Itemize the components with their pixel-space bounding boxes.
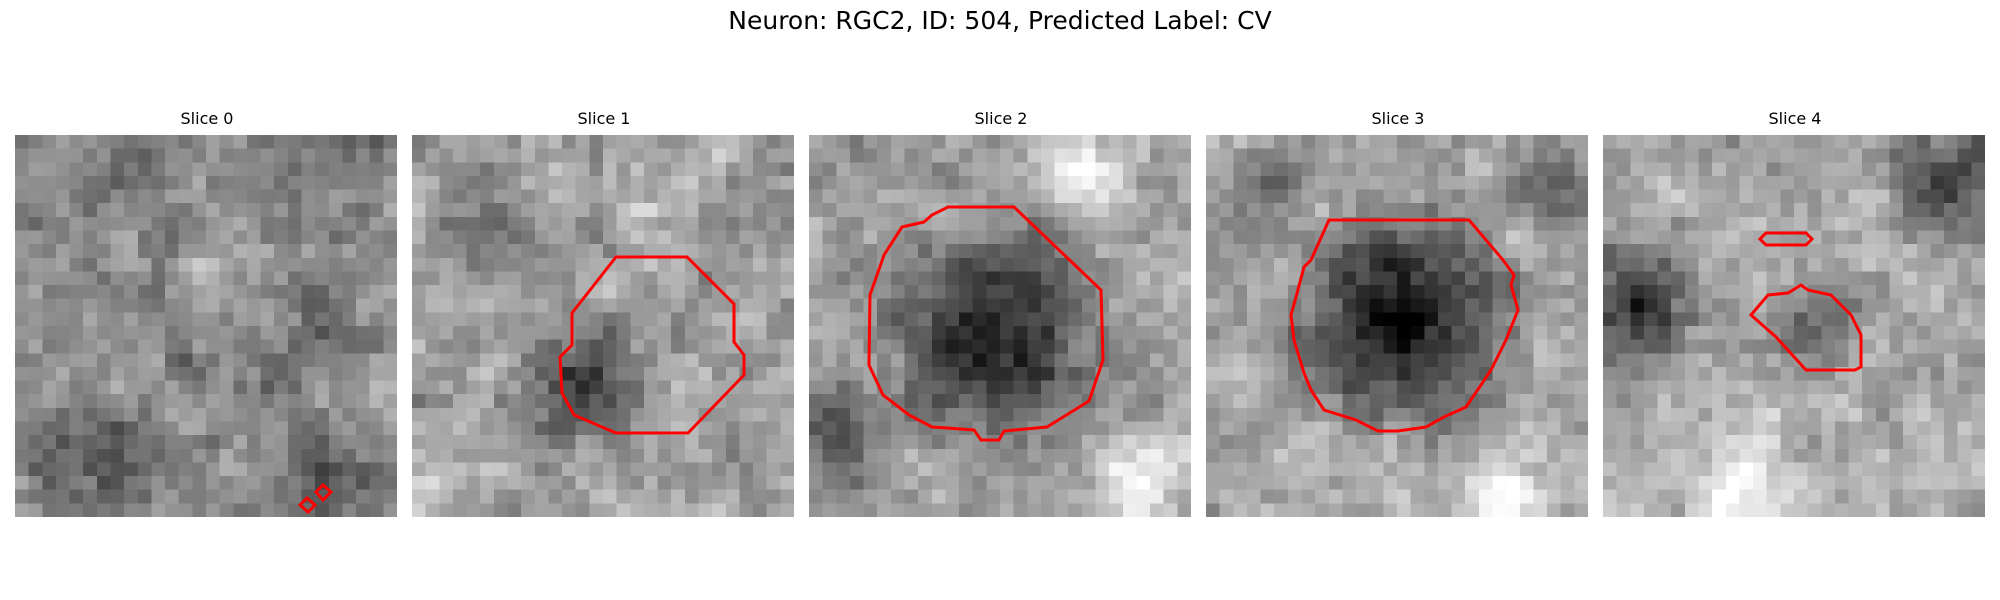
slice-image-frame <box>1206 135 1588 517</box>
microscopy-slice-image <box>1206 135 1588 517</box>
microscopy-slice-image <box>412 135 794 517</box>
segmentation-contour <box>1757 231 1815 247</box>
slice-image-frame <box>809 135 1191 517</box>
slice-image-frame <box>1603 135 1985 517</box>
slice-image-frame <box>15 135 397 517</box>
segmentation-contour-overlay <box>297 482 334 515</box>
slice-title: Slice 2 <box>974 109 1028 128</box>
segmentation-contour-overlay <box>867 205 1105 442</box>
slice-title: Slice 4 <box>1768 109 1822 128</box>
microscopy-slice-image <box>15 135 397 517</box>
slice-panel-0: Slice 0 <box>15 108 399 517</box>
segmentation-contour <box>297 495 318 515</box>
segmentation-contour <box>1748 283 1863 372</box>
segmentation-contour <box>313 482 334 503</box>
slice-image-frame <box>412 135 794 517</box>
slice-panel-3: Slice 3 <box>1206 108 1590 517</box>
slice-panel-1: Slice 1 <box>412 108 796 517</box>
slice-title: Slice 3 <box>1371 109 1425 128</box>
slice-title: Slice 1 <box>577 109 631 128</box>
slice-panel-4: Slice 4 <box>1603 108 1987 517</box>
segmentation-contour-overlay <box>1748 231 1863 372</box>
segmentation-contour <box>1289 218 1520 433</box>
microscopy-slice-image <box>1603 135 1985 517</box>
slice-panel-2: Slice 2 <box>809 108 1193 517</box>
segmentation-contour-overlay <box>1289 218 1520 433</box>
slice-title: Slice 0 <box>180 109 234 128</box>
segmentation-contour <box>558 255 746 435</box>
microscopy-slice-image <box>809 135 1191 517</box>
figure-title: Neuron: RGC2, ID: 504, Predicted Label: … <box>728 6 1272 35</box>
segmentation-contour-overlay <box>558 255 746 435</box>
segmentation-contour <box>867 205 1105 442</box>
